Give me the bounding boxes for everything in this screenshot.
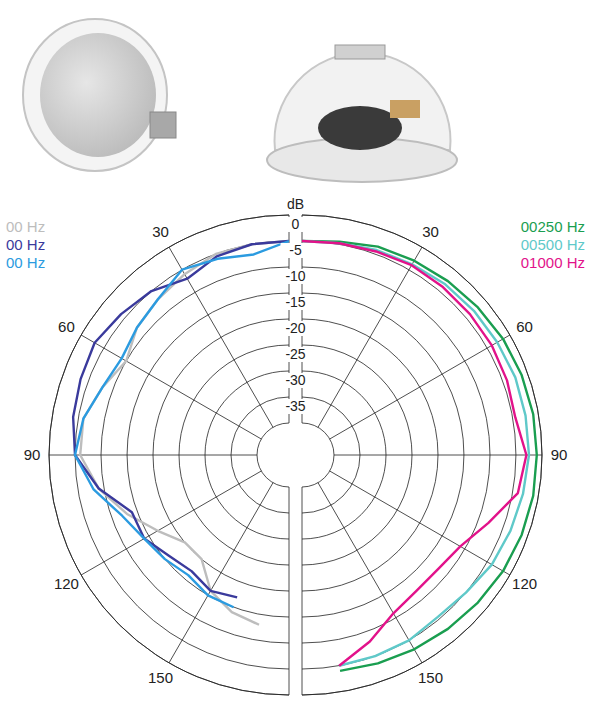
radial-tick-label: -15 [285, 294, 305, 310]
chart-root: 30609012015000 Hz00 Hz00 Hz3060901201500… [0, 0, 591, 706]
series-line [73, 241, 289, 597]
speaker-bracket [150, 112, 176, 138]
angle-tick-label: 60 [516, 318, 533, 335]
polar-panel: 30 60 90 120 150 [302, 215, 567, 695]
angle-grid [81, 335, 261, 439]
label-patch [281, 373, 311, 388]
speaker-transformer [390, 100, 420, 118]
radial-tick-label: -35 [285, 398, 305, 414]
angle-tick-label: 30 [422, 223, 439, 240]
radial-tick-label: 0 [292, 216, 300, 232]
angle-tick-label: 60 [58, 318, 75, 335]
ring-grid [49, 215, 289, 695]
legend-entry: 00 Hz [6, 218, 45, 235]
radial-tick-label: -5 [289, 242, 302, 258]
angle-tick-label: 120 [512, 575, 537, 592]
angle-range-line [302, 487, 303, 695]
label-patch [281, 295, 311, 310]
series-group [302, 241, 537, 671]
ring-range-end [302, 423, 334, 487]
legend-entry: 01000 Hz [521, 254, 585, 271]
series-line [302, 241, 529, 666]
radial-tick-label: -10 [285, 268, 305, 284]
ring-grid [302, 215, 542, 695]
ring-range-end [257, 423, 289, 487]
label-patch [281, 217, 311, 232]
legend-entry: 00500 Hz [521, 236, 585, 253]
radial-labels: 0 -5 -10 -15 -20 -25 -30 -35 dB [281, 196, 311, 414]
angle-grid [330, 335, 510, 439]
radial-tick-label: -25 [285, 346, 305, 362]
series-line [75, 241, 289, 607]
speaker-front-grille [40, 33, 156, 157]
legend-entry: 00250 Hz [521, 218, 585, 235]
angle-tick-label: 120 [54, 575, 79, 592]
angle-grid [81, 471, 261, 575]
ring-range-end [49, 215, 289, 695]
angle-grid [318, 247, 422, 427]
angle-range-line [289, 487, 290, 695]
label-patch [281, 321, 311, 336]
ring-range-end [302, 215, 542, 695]
angle-grid [334, 455, 542, 456]
label-patch [281, 399, 311, 414]
legend-entry: 00 Hz [6, 254, 45, 271]
radial-tick-label: -30 [285, 372, 305, 388]
speaker-magnet [318, 106, 402, 150]
polar-panel: 30 60 90 120 150 [24, 215, 289, 695]
series-line [302, 241, 526, 666]
legend-entry: 00 Hz [6, 236, 45, 253]
angle-grid [318, 483, 422, 663]
angle-tick-label: 150 [418, 669, 443, 686]
series-group [73, 241, 289, 625]
angle-grid [330, 471, 510, 575]
angle-tick-label: 30 [152, 223, 169, 240]
radial-tick-label: -20 [285, 320, 305, 336]
angle-tick-label: 150 [148, 669, 173, 686]
product-photos [23, 19, 457, 182]
speaker-terminal [335, 45, 385, 59]
speaker-back-can [275, 53, 451, 150]
axis-title: dB [287, 196, 304, 212]
speaker-front-rim [23, 19, 167, 171]
angle-tick-label: 90 [551, 446, 568, 463]
series-line [302, 241, 537, 671]
label-patch [281, 269, 311, 284]
angle-tick-label: 90 [24, 446, 41, 463]
label-patch [281, 243, 311, 258]
label-patch [281, 347, 311, 362]
